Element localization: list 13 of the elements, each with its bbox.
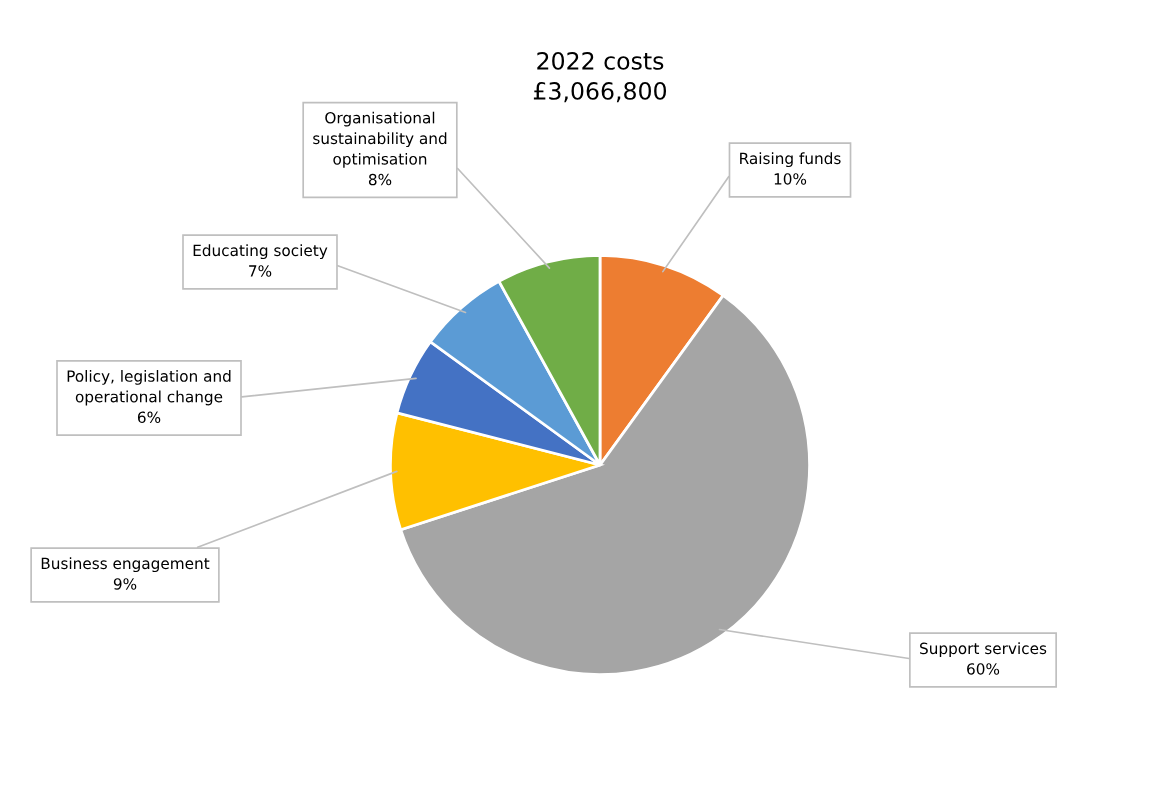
slice-label: Raising funds <box>740 152 841 168</box>
data-label: 6% <box>137 411 161 424</box>
data-label: 60% <box>967 663 1000 675</box>
chart-title: 2022 costs £3,066,800 <box>533 51 667 103</box>
data-label: 7% <box>249 265 272 277</box>
slice-label: Educating society <box>193 244 328 260</box>
data-label: 10% <box>774 173 807 185</box>
slice-label: Organisational sustainability and optimisation <box>313 111 447 168</box>
slice-label: Support services <box>920 642 1047 658</box>
data-label: 9% <box>113 578 137 590</box>
data-label: 8% <box>368 173 392 186</box>
slice-label: Business engagement <box>41 557 210 573</box>
slice-label: Policy, legislation and operational change <box>67 370 231 406</box>
